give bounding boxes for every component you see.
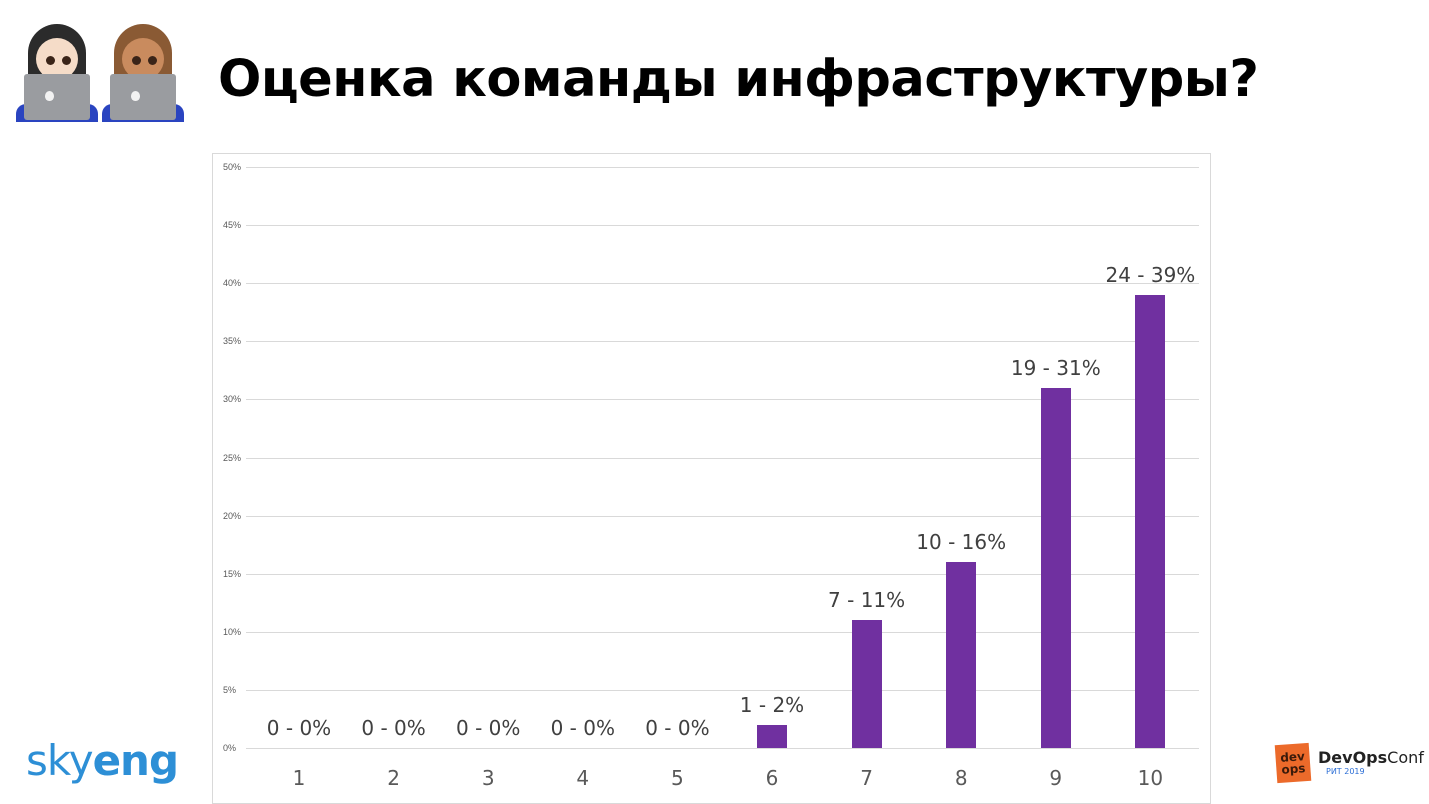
people-with-laptops-icon bbox=[16, 22, 186, 122]
gridline bbox=[246, 341, 1199, 343]
bar bbox=[1040, 387, 1071, 748]
y-tick-label: 20% bbox=[223, 510, 242, 521]
gridline bbox=[246, 748, 1199, 749]
gridline bbox=[246, 631, 1199, 633]
y-tick-label: 35% bbox=[223, 336, 242, 347]
y-tick-label: 40% bbox=[223, 278, 242, 289]
x-category-label: 5 bbox=[671, 766, 684, 790]
y-tick-label: 30% bbox=[223, 394, 242, 405]
bar-data-label: 0 - 0% bbox=[455, 716, 521, 740]
gridline bbox=[246, 515, 1199, 517]
bar-data-label: 7 - 11% bbox=[828, 588, 906, 613]
y-tick-label: 25% bbox=[223, 452, 242, 463]
bar bbox=[946, 562, 977, 748]
bar-data-label: 1 - 2% bbox=[739, 692, 805, 717]
gridline bbox=[246, 167, 1199, 168]
x-category-label: 4 bbox=[576, 766, 590, 790]
bar bbox=[1135, 294, 1166, 748]
devopsconf-logo: dev ops DevOpsConf РИТ 2019 bbox=[1274, 742, 1426, 786]
devops-badge: dev ops bbox=[1274, 742, 1312, 784]
devops-name: DevOpsConf bbox=[1318, 748, 1424, 767]
y-tick-label: 15% bbox=[223, 568, 242, 579]
skyeng-logo: skyeng bbox=[26, 736, 179, 785]
bar bbox=[851, 620, 882, 748]
x-category-label: 9 bbox=[1049, 766, 1063, 790]
gridline bbox=[246, 573, 1199, 575]
gridline bbox=[246, 283, 1199, 285]
bar bbox=[757, 724, 787, 748]
bar-data-label: 24 - 39% bbox=[1105, 262, 1196, 287]
gridline bbox=[246, 689, 1199, 691]
x-category-label: 3 bbox=[481, 766, 495, 790]
x-category-label: 2 bbox=[387, 766, 400, 790]
bar-data-label: 0 - 0% bbox=[645, 716, 710, 740]
x-category-label: 6 bbox=[765, 766, 779, 790]
y-tick-label: 10% bbox=[223, 626, 242, 637]
bar-chart: 0% 5% 10% 15% 20% 25% 30% 35% 40% 45% 50% 0 - 0% 1 0 … bbox=[212, 153, 1211, 804]
x-category-label: 8 bbox=[954, 766, 968, 790]
x-category-label: 7 bbox=[860, 766, 873, 790]
y-tick-label: 45% bbox=[223, 220, 242, 231]
slide-title: Оценка команды инфраструктуры? bbox=[218, 50, 1259, 109]
gridline bbox=[246, 225, 1199, 227]
man-technologist-icon bbox=[102, 22, 184, 122]
gridline bbox=[246, 399, 1199, 401]
x-category-label: 10 bbox=[1137, 766, 1164, 790]
bar-data-label: 10 - 16% bbox=[916, 530, 1007, 555]
logo-text-bold: eng bbox=[92, 736, 179, 785]
devops-subtitle: РИТ 2019 bbox=[1326, 767, 1365, 776]
bar-data-label: 0 - 0% bbox=[361, 716, 426, 740]
bar-data-label: 19 - 31% bbox=[1010, 355, 1101, 380]
y-tick-label: 0% bbox=[223, 743, 237, 753]
bar-data-label: 0 - 0% bbox=[266, 716, 332, 740]
woman-technologist-icon bbox=[16, 22, 98, 122]
logo-text-light: sky bbox=[26, 736, 94, 785]
y-tick-label: 5% bbox=[223, 684, 237, 695]
y-tick-label: 50% bbox=[223, 162, 242, 172]
bar-data-label: 0 - 0% bbox=[550, 716, 615, 740]
gridline bbox=[246, 457, 1199, 459]
x-category-label: 1 bbox=[292, 766, 306, 790]
